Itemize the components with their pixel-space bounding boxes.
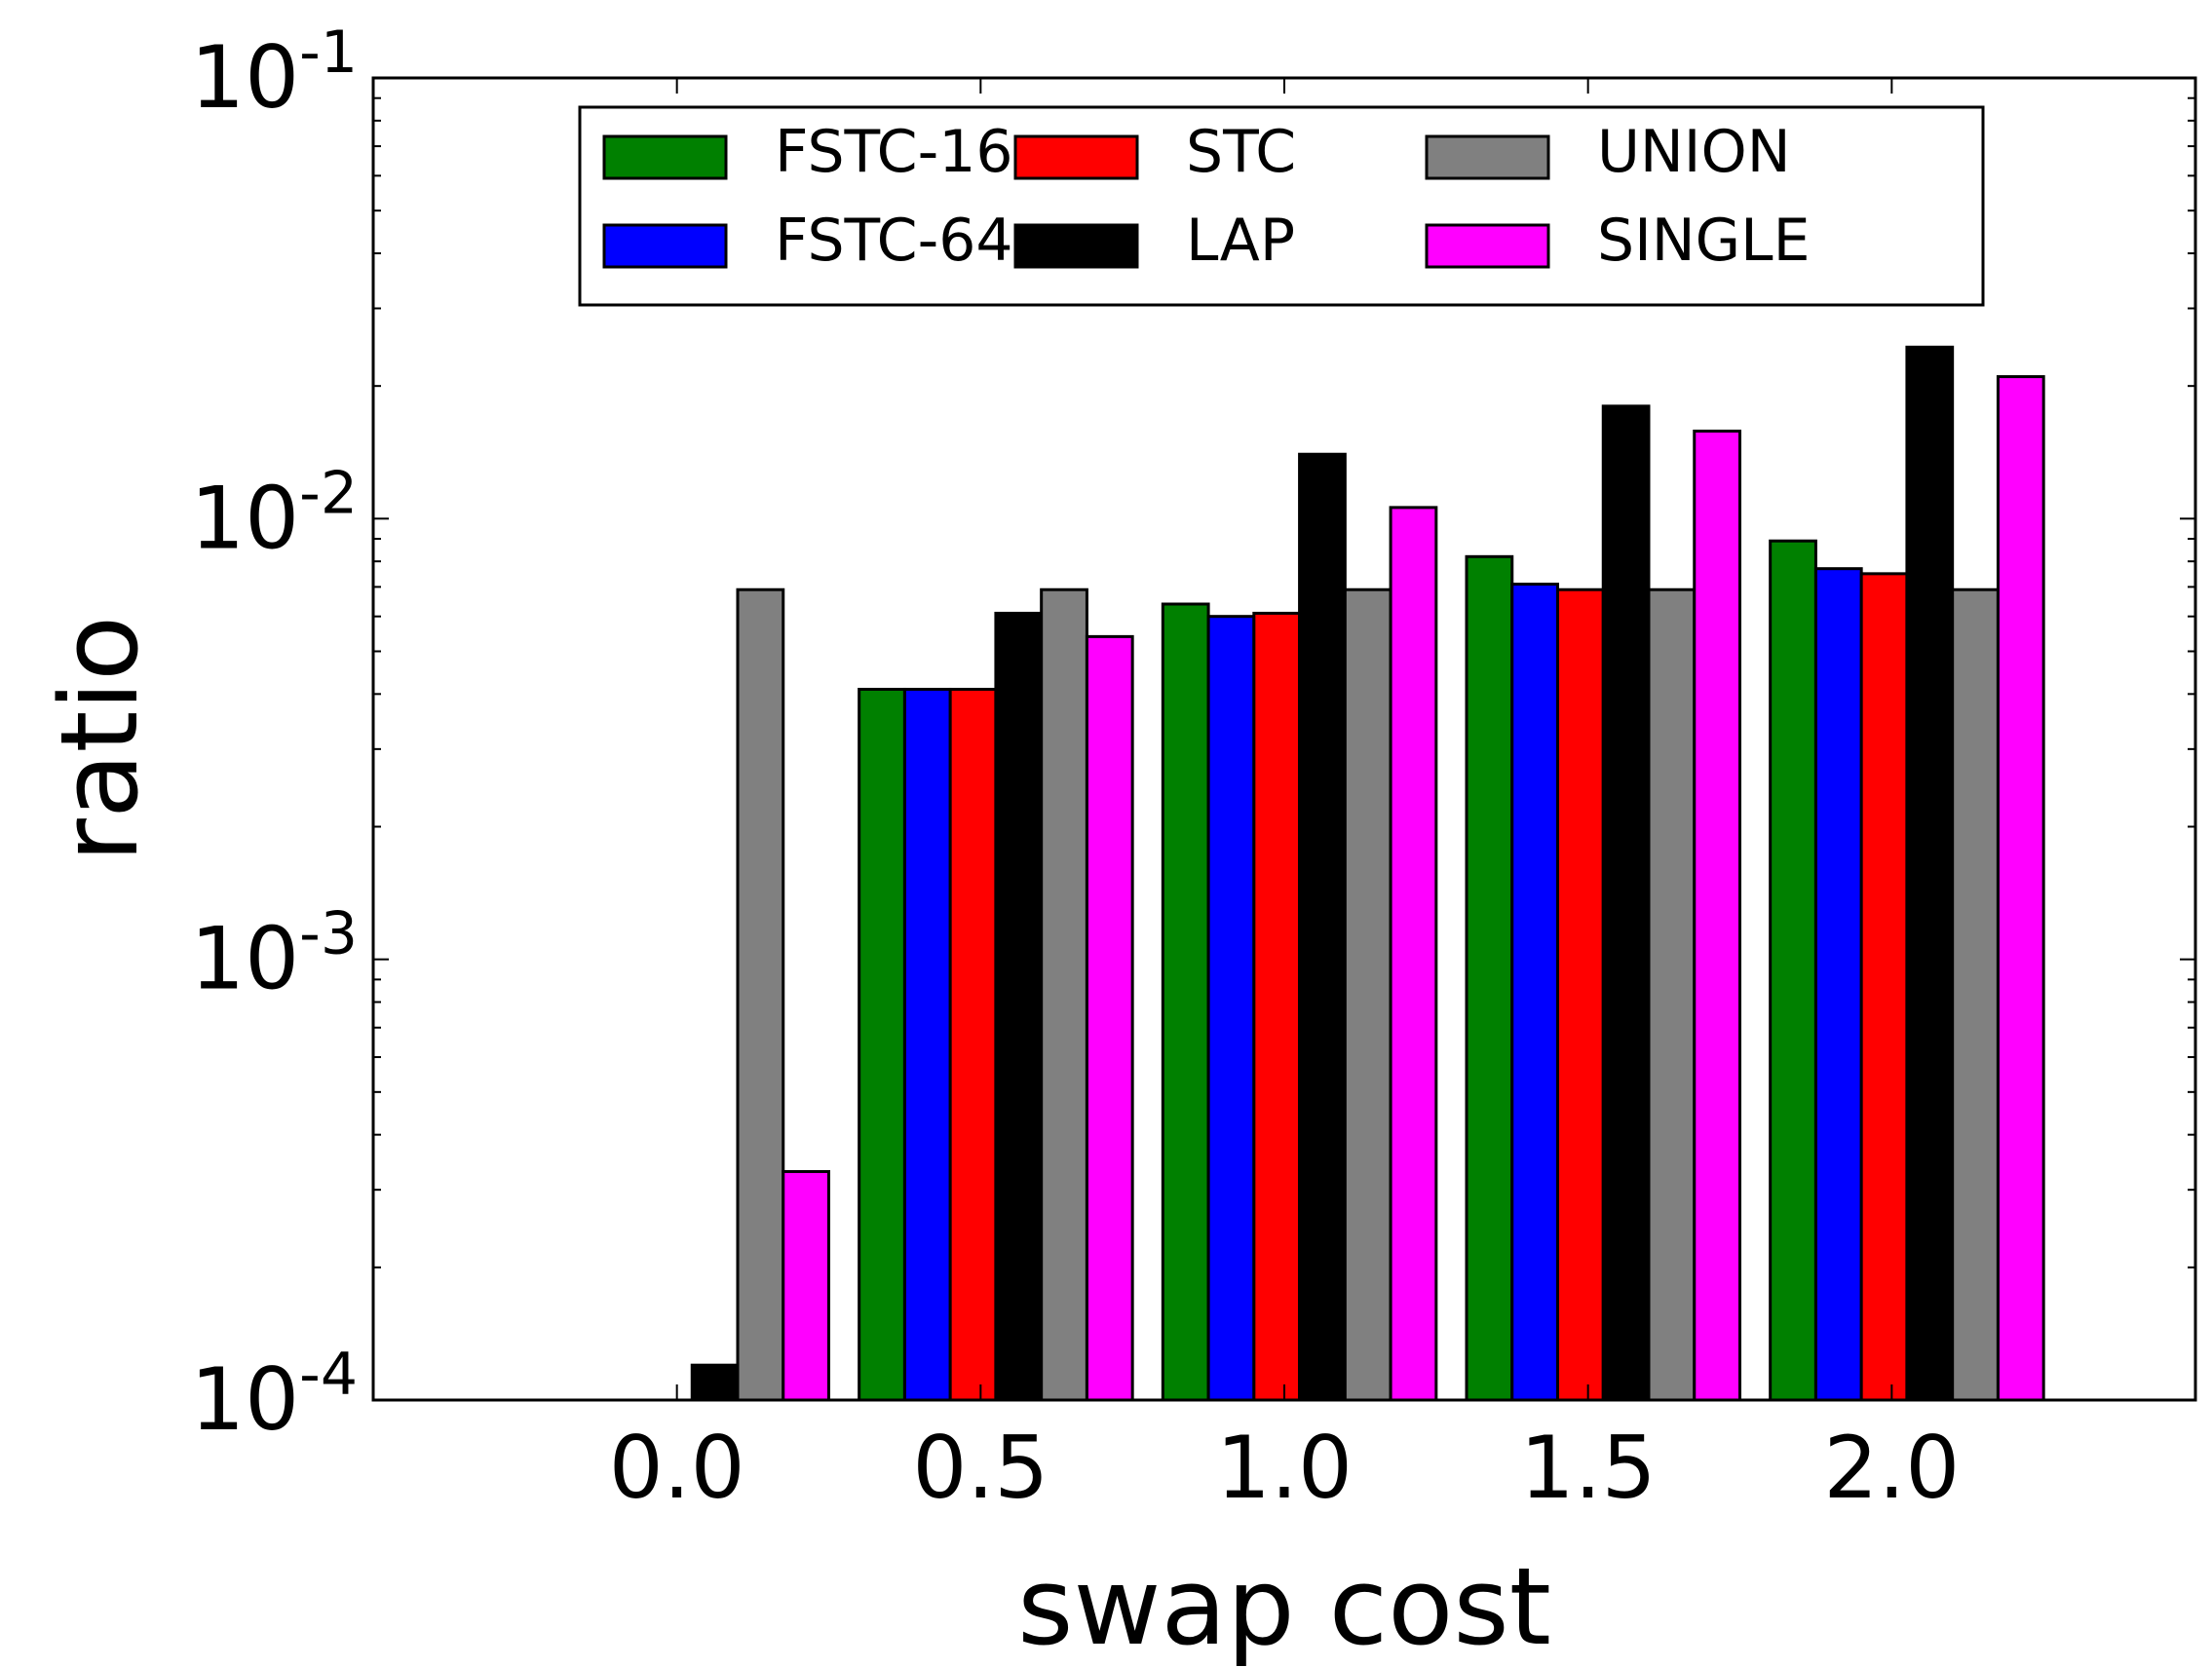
- bar-fstc-64-1.0: [1206, 615, 1256, 1402]
- bar-single-0.5: [1085, 634, 1134, 1402]
- bar-lap-1.0: [1298, 452, 1347, 1402]
- y-tick-label: 10-3: [190, 900, 358, 1009]
- x-tick-label: 1.5: [1520, 1418, 1657, 1518]
- legend-swatch-lap: [1013, 223, 1139, 269]
- legend-label-fstc-16: FSTC-16: [775, 118, 1013, 186]
- bar-fstc-64-0.5: [902, 687, 952, 1402]
- bar-lap-2.0: [1905, 345, 1955, 1402]
- x-tick-label: 2.0: [1823, 1418, 1960, 1518]
- bar-single-1.5: [1693, 429, 1741, 1402]
- y-tick-labels: 10-4 10-3 10-2 10-1: [190, 19, 358, 1450]
- bar-fstc-64-2.0: [1813, 567, 1863, 1402]
- bar-single-1.0: [1389, 506, 1438, 1402]
- bar-union-1.5: [1647, 587, 1697, 1402]
- bar-single-2.0: [1996, 375, 2045, 1402]
- bar-union-2.0: [1951, 587, 2000, 1402]
- bar-lap-0.0: [690, 1363, 740, 1402]
- legend-label-stc: STC: [1186, 118, 1296, 186]
- bar-union-1.0: [1343, 587, 1392, 1402]
- legend-label-single: SINGLE: [1597, 207, 1811, 275]
- y-tick-label: 10-2: [190, 459, 358, 568]
- bar-fstc-16-0.5: [858, 687, 906, 1402]
- legend-swatch-single: [1425, 223, 1550, 269]
- legend-box: [578, 105, 1985, 307]
- legend-swatch-fstc-64: [602, 223, 728, 269]
- bar-fstc-16-2.0: [1769, 539, 1817, 1402]
- x-tick-label: 0.5: [912, 1418, 1049, 1518]
- bar-stc-1.0: [1252, 611, 1302, 1402]
- legend-label-lap: LAP: [1186, 207, 1295, 275]
- legend-swatch-stc: [1013, 134, 1139, 180]
- legend-swatch-fstc-16: [602, 134, 728, 180]
- bar-stc-1.5: [1556, 587, 1605, 1402]
- y-tick-label: 10-1: [190, 19, 358, 128]
- y-axis-label: ratio: [37, 616, 162, 863]
- bar-union-0.5: [1040, 587, 1088, 1402]
- legend-swatch-union: [1425, 134, 1550, 180]
- x-tick-labels: 0.0 0.5 1.0 1.5 2.0: [609, 1418, 1961, 1518]
- x-tick-label: 0.0: [609, 1418, 745, 1518]
- y-tick-label: 10-4: [190, 1341, 358, 1450]
- bar-fstc-16-1.0: [1161, 602, 1210, 1402]
- bars-layer: [690, 345, 2045, 1402]
- ticks-layer: [373, 77, 2195, 1401]
- legend-label-fstc-64: FSTC-64: [775, 207, 1013, 275]
- legend-label-union: UNION: [1597, 118, 1791, 186]
- bar-fstc-64-1.5: [1510, 583, 1559, 1402]
- bar-stc-0.5: [948, 687, 998, 1402]
- x-tick-label: 1.0: [1216, 1418, 1353, 1518]
- x-axis-label: swap cost: [1017, 1544, 1551, 1667]
- bar-stc-2.0: [1859, 572, 1909, 1402]
- bar-single-0.0: [782, 1169, 830, 1402]
- bar-union-0.0: [736, 587, 785, 1402]
- bar-lap-0.5: [994, 611, 1044, 1402]
- bar-lap-1.5: [1601, 404, 1651, 1402]
- bar-fstc-16-1.5: [1465, 554, 1514, 1402]
- legend: FSTC-16 FSTC-64 STC LAP UNION SINGLE: [578, 105, 1985, 307]
